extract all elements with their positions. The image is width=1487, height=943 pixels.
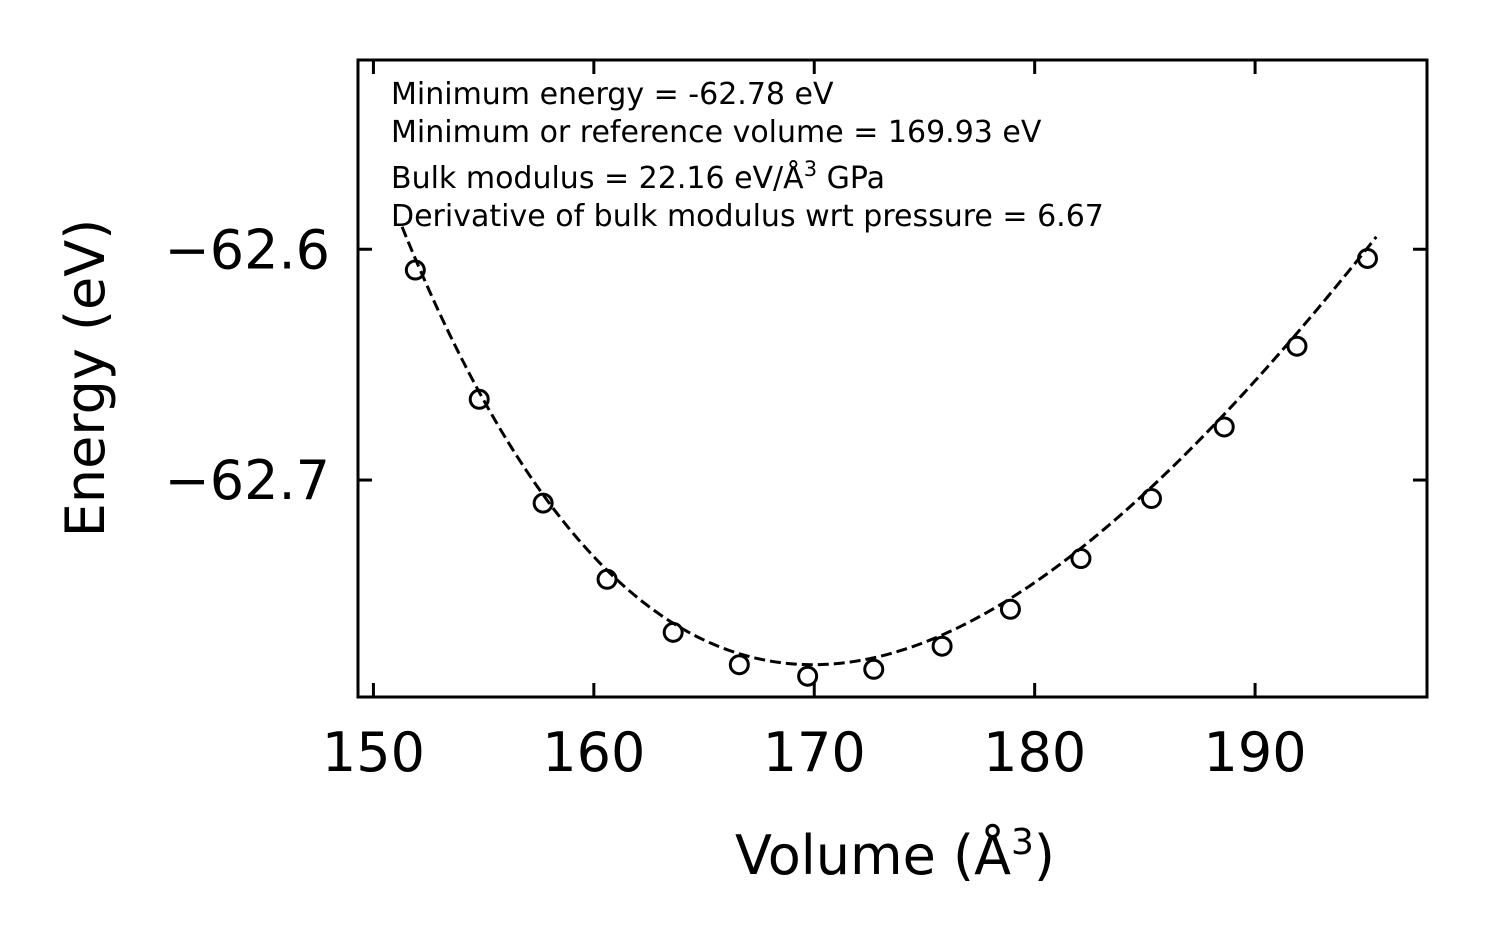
y-axis-label: Energy (eV) — [54, 219, 117, 538]
x-axis-label: Volume (Å3) — [735, 822, 1055, 887]
annotation-bulk-modulus: Bulk modulus = 22.16 eV/Å3 GPa — [391, 157, 885, 196]
annotation-bulk-modulus-derivative: Derivative of bulk modulus wrt pressure … — [391, 199, 1104, 234]
data-point — [1140, 488, 1162, 510]
data-point — [931, 635, 953, 657]
plot-frame — [356, 58, 1429, 699]
data-point — [1070, 548, 1092, 570]
x-axis-ticks: 150 160 170 180 190 — [322, 60, 1307, 784]
data-point — [999, 598, 1021, 620]
y-tick-label: −62.6 — [165, 218, 330, 281]
x-tick-label: 170 — [763, 721, 866, 784]
plot-area — [400, 226, 1378, 687]
y-axis-ticks: −62.6 −62.7 — [165, 218, 1427, 512]
fit-curve — [400, 226, 1378, 667]
data-point — [468, 388, 490, 410]
data-point — [797, 665, 819, 687]
data-point — [596, 568, 618, 590]
x-tick-label: 190 — [1204, 721, 1307, 784]
data-point — [1356, 247, 1378, 269]
data-point — [863, 658, 885, 680]
y-tick-label: −62.7 — [165, 449, 330, 512]
data-point — [532, 492, 554, 514]
data-point — [662, 621, 684, 643]
data-point — [1286, 335, 1308, 357]
x-tick-label: 180 — [983, 721, 1086, 784]
annotation-min-energy: Minimum energy = -62.78 eV — [391, 77, 834, 112]
fit-parameters-annotation: Minimum energy = -62.78 eV Minimum or re… — [391, 77, 1104, 234]
data-point — [404, 259, 426, 281]
annotation-min-volume: Minimum or reference volume = 169.93 eV — [391, 115, 1042, 150]
data-point — [1213, 416, 1235, 438]
x-tick-label: 160 — [542, 721, 645, 784]
data-point — [728, 654, 750, 676]
x-tick-label: 150 — [322, 721, 425, 784]
